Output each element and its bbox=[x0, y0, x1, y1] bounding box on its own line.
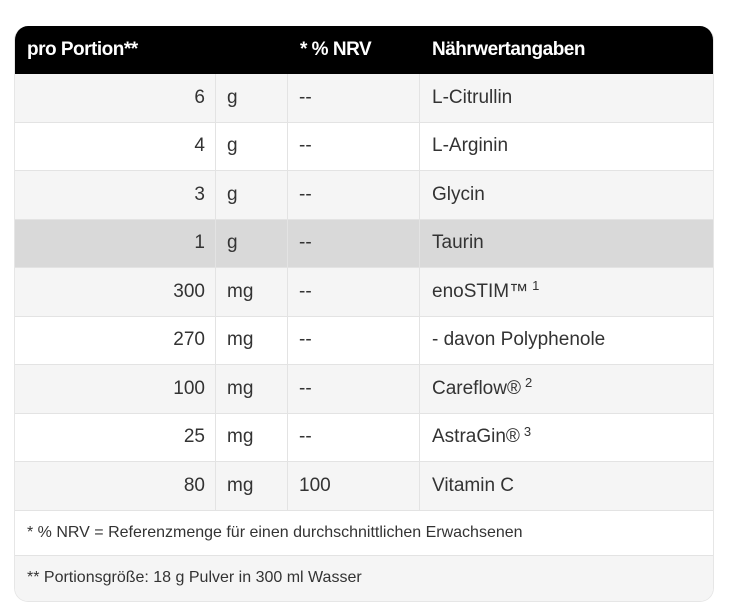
header-nrv: * % NRV bbox=[300, 39, 372, 60]
nutrient-name-cell: Careflow® 2 bbox=[420, 365, 713, 413]
table-row: 4 g -- L-Arginin bbox=[15, 122, 713, 171]
nutrient-name: Vitamin C bbox=[432, 474, 515, 496]
unit-cell: mg bbox=[216, 316, 288, 364]
amount-cell: 1 bbox=[15, 219, 216, 267]
amount-cell: 3 bbox=[15, 171, 216, 219]
amount-cell: 80 bbox=[15, 462, 216, 510]
unit-cell: mg bbox=[216, 365, 288, 413]
nrv-cell: -- bbox=[288, 413, 420, 461]
nutrient-name: enoSTIM™ bbox=[432, 280, 529, 302]
nrv-cell: -- bbox=[288, 122, 420, 170]
unit-cell: g bbox=[216, 171, 288, 219]
nutrient-name-cell: Taurin bbox=[420, 220, 713, 268]
nutrient-name: AstraGin® bbox=[432, 426, 520, 448]
table-row: 1 g -- Taurin bbox=[15, 219, 713, 268]
table-row: 100 mg -- Careflow® 2 bbox=[15, 365, 713, 414]
nutrient-name-cell: - davon Polyphenole bbox=[420, 317, 713, 365]
table-header: pro Portion** * % NRV Nährwertangaben bbox=[15, 26, 713, 74]
table-row: 270 mg -- - davon Polyphenole bbox=[15, 316, 713, 365]
nrv-cell: -- bbox=[288, 268, 420, 316]
nutrient-name-cell: L-Citrullin bbox=[420, 74, 713, 122]
amount-cell: 25 bbox=[15, 413, 216, 461]
amount-cell: 300 bbox=[15, 268, 216, 316]
table-row: 300 mg -- enoSTIM™ 1 bbox=[15, 268, 713, 317]
nutrient-name: Taurin bbox=[432, 232, 484, 254]
unit-cell: g bbox=[216, 74, 288, 122]
nutrient-name: Glycin bbox=[432, 183, 485, 205]
amount-cell: 4 bbox=[15, 122, 216, 170]
nrv-cell: -- bbox=[288, 171, 420, 219]
table-row: 25 mg -- AstraGin® 3 bbox=[15, 413, 713, 462]
footnote-ref: 3 bbox=[523, 423, 532, 439]
nutrient-name-cell: Glycin bbox=[420, 171, 713, 219]
nutrient-name: L-Arginin bbox=[432, 135, 509, 157]
amount-cell: 6 bbox=[15, 74, 216, 122]
footnote-ref: 2 bbox=[524, 375, 533, 391]
table-row: 3 g -- Glycin bbox=[15, 171, 713, 220]
unit-cell: mg bbox=[216, 268, 288, 316]
table-row: 80 mg 100 Vitamin C bbox=[15, 462, 713, 511]
nutrient-name: Careflow® bbox=[432, 377, 521, 399]
nutrition-table: pro Portion** * % NRV Nährwertangaben 6 … bbox=[14, 26, 714, 602]
nrv-cell: -- bbox=[288, 74, 420, 122]
nutrient-name: - davon Polyphenole bbox=[432, 329, 606, 351]
unit-cell: g bbox=[216, 219, 288, 267]
header-name: Nährwertangaben bbox=[432, 39, 585, 60]
amount-cell: 270 bbox=[15, 316, 216, 364]
nrv-cell: -- bbox=[288, 219, 420, 267]
nutrient-name-cell: AstraGin® 3 bbox=[420, 414, 713, 462]
nrv-cell: 100 bbox=[288, 462, 420, 510]
nutrient-name: L-Citrullin bbox=[432, 86, 513, 108]
nutrient-name-cell: enoSTIM™ 1 bbox=[420, 268, 713, 316]
amount-cell: 100 bbox=[15, 365, 216, 413]
header-portion: pro Portion** bbox=[27, 39, 138, 60]
unit-cell: mg bbox=[216, 462, 288, 510]
table-row: 6 g -- L-Citrullin bbox=[15, 74, 713, 123]
footnote-portion: ** Portionsgröße: 18 g Pulver in 300 ml … bbox=[15, 555, 713, 601]
nrv-cell: -- bbox=[288, 316, 420, 364]
nutrient-name-cell: Vitamin C bbox=[420, 462, 713, 510]
unit-cell: mg bbox=[216, 413, 288, 461]
nutrient-name-cell: L-Arginin bbox=[420, 123, 713, 171]
unit-cell: g bbox=[216, 122, 288, 170]
footnote-nrv: * % NRV = Referenzmenge für einen durchs… bbox=[15, 510, 713, 556]
footnote-ref: 1 bbox=[532, 278, 540, 294]
nrv-cell: -- bbox=[288, 365, 420, 413]
